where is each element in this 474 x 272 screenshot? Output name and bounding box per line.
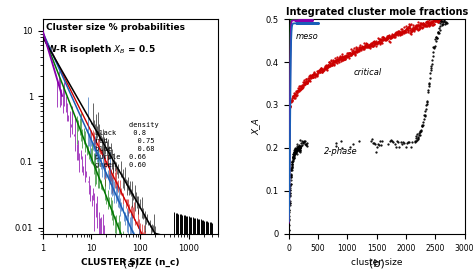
Text: Cluster size % probabilities: Cluster size % probabilities: [46, 23, 185, 32]
Y-axis label: X_A: X_A: [251, 118, 260, 135]
Text: 2-phase: 2-phase: [324, 147, 357, 156]
Text: (b): (b): [369, 258, 384, 268]
X-axis label: CLUSTER SIZE (n_c): CLUSTER SIZE (n_c): [82, 258, 180, 267]
Text: (a): (a): [123, 258, 138, 268]
Text: W-R isopleth $X_B$ = 0.5: W-R isopleth $X_B$ = 0.5: [46, 43, 156, 56]
Text: density
black    0.8
red       0.75
blue      0.68
purple  0.66
green   0.60: density black 0.8 red 0.75 blue 0.68 pur…: [95, 122, 159, 168]
X-axis label: cluster size: cluster size: [351, 258, 402, 267]
Title: Integrated cluster mole fractions: Integrated cluster mole fractions: [285, 7, 468, 17]
Text: meso: meso: [296, 32, 319, 41]
Text: critical: critical: [353, 68, 382, 77]
